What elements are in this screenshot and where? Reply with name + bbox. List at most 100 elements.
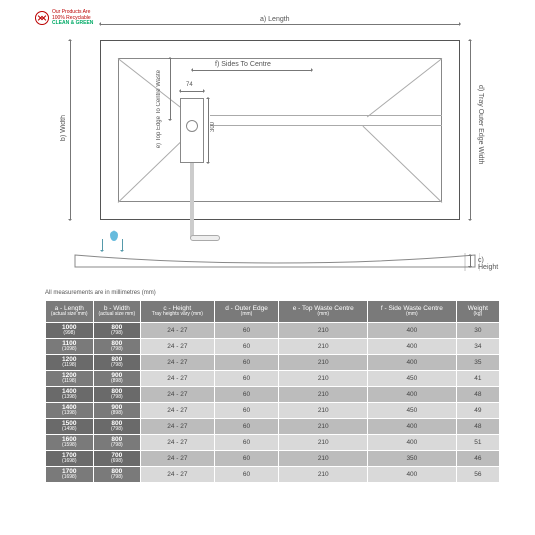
table-cell: 400 bbox=[368, 419, 457, 435]
label-f: f) Sides To Centre bbox=[215, 61, 271, 68]
table-cell: 210 bbox=[279, 387, 368, 403]
table-cell: 800(798) bbox=[93, 339, 141, 355]
dim-300 bbox=[208, 98, 209, 163]
table-row: 1400(1398)900(898)24 - 276021045049 bbox=[46, 403, 500, 419]
table-cell: 700(698) bbox=[93, 451, 141, 467]
badge-text: Our Products Are 100% Recyclable CLEAN &… bbox=[52, 10, 93, 27]
label-b: b) Width bbox=[60, 115, 67, 141]
table-cell: 1200(1198) bbox=[46, 355, 94, 371]
table-cell: 41 bbox=[456, 371, 499, 387]
table-cell: 60 bbox=[214, 403, 279, 419]
table-row: 1600(1598)800(798)24 - 276021040051 bbox=[46, 435, 500, 451]
table-cell: 350 bbox=[368, 451, 457, 467]
table-cell: 400 bbox=[368, 435, 457, 451]
table-cell: 800(798) bbox=[93, 355, 141, 371]
table-cell: 800(798) bbox=[93, 467, 141, 483]
col-header: e - Top Waste Centre(mm) bbox=[279, 301, 368, 323]
table-cell: 210 bbox=[279, 467, 368, 483]
table-cell: 210 bbox=[279, 355, 368, 371]
table-cell: 24 - 27 bbox=[141, 419, 215, 435]
table-cell: 1700(1698) bbox=[46, 467, 94, 483]
table-cell: 210 bbox=[279, 403, 368, 419]
table-row: 1200(1198)900(898)24 - 276021045041 bbox=[46, 371, 500, 387]
table-cell: 60 bbox=[214, 451, 279, 467]
table-cell: 800(798) bbox=[93, 323, 141, 339]
table-cell: 1600(1598) bbox=[46, 435, 94, 451]
dim-c bbox=[470, 255, 471, 267]
table-cell: 24 - 27 bbox=[141, 467, 215, 483]
dim-74 bbox=[180, 91, 204, 92]
label-300: 300 bbox=[210, 122, 216, 132]
table-cell: 46 bbox=[456, 451, 499, 467]
table-cell: 400 bbox=[368, 467, 457, 483]
measurement-note: All measurements are in millimetres (mm) bbox=[45, 290, 156, 296]
table-cell: 60 bbox=[214, 355, 279, 371]
table-cell: 210 bbox=[279, 339, 368, 355]
table-cell: 30 bbox=[456, 323, 499, 339]
table-cell: 24 - 27 bbox=[141, 451, 215, 467]
table-row: 1000(998)800(798)24 - 276021040030 bbox=[46, 323, 500, 339]
table-cell: 400 bbox=[368, 387, 457, 403]
table-cell: 1000(998) bbox=[46, 323, 94, 339]
table-cell: 800(798) bbox=[93, 435, 141, 451]
table-cell: 1400(1398) bbox=[46, 403, 94, 419]
table-cell: 24 - 27 bbox=[141, 323, 215, 339]
water-drop-icon bbox=[110, 231, 118, 241]
table-cell: 24 - 27 bbox=[141, 339, 215, 355]
recyclable-badge: Our Products Are 100% Recyclable CLEAN &… bbox=[35, 10, 93, 27]
col-header: a - Length(actual size mm) bbox=[46, 301, 94, 323]
tray-diagram: a) Length b) Width d) Tray Outer Edge Wi… bbox=[100, 30, 460, 230]
label-74: 74 bbox=[186, 82, 193, 88]
table-row: 1400(1398)800(798)24 - 276021040048 bbox=[46, 387, 500, 403]
table-cell: 800(798) bbox=[93, 419, 141, 435]
table-cell: 24 - 27 bbox=[141, 355, 215, 371]
table-cell: 210 bbox=[279, 435, 368, 451]
table-cell: 51 bbox=[456, 435, 499, 451]
dim-e bbox=[170, 58, 171, 120]
table-row: 1200(1198)800(798)24 - 276021040035 bbox=[46, 355, 500, 371]
col-header: b - Width(actual size mm) bbox=[93, 301, 141, 323]
label-d: d) Tray Outer Edge Width bbox=[477, 85, 484, 164]
profile-view: c) Height bbox=[70, 245, 480, 275]
table-cell: 24 - 27 bbox=[141, 371, 215, 387]
label-c: c) Height bbox=[478, 257, 498, 271]
table-cell: 210 bbox=[279, 451, 368, 467]
table-cell: 48 bbox=[456, 387, 499, 403]
table-cell: 1700(1698) bbox=[46, 451, 94, 467]
waste-circle bbox=[186, 120, 198, 132]
dim-d bbox=[470, 40, 471, 220]
table-cell: 48 bbox=[456, 419, 499, 435]
table-cell: 24 - 27 bbox=[141, 403, 215, 419]
table-cell: 800(798) bbox=[93, 387, 141, 403]
table-cell: 60 bbox=[214, 323, 279, 339]
table-cell: 34 bbox=[456, 339, 499, 355]
table-row: 1100(1098)800(798)24 - 276021040034 bbox=[46, 339, 500, 355]
table-cell: 24 - 27 bbox=[141, 387, 215, 403]
table-cell: 1400(1398) bbox=[46, 387, 94, 403]
dimensions-table: a - Length(actual size mm)b - Width(actu… bbox=[45, 300, 500, 483]
col-header: f - Side Waste Centre(mm) bbox=[368, 301, 457, 323]
table-row: 1700(1698)700(698)24 - 276021035046 bbox=[46, 451, 500, 467]
table-row: 1500(1498)800(798)24 - 276021040048 bbox=[46, 419, 500, 435]
dim-b bbox=[70, 40, 71, 220]
profile-svg bbox=[70, 245, 480, 275]
table-cell: 900(898) bbox=[93, 403, 141, 419]
table-cell: 400 bbox=[368, 339, 457, 355]
pipe-elbow bbox=[190, 235, 220, 241]
dim-f bbox=[192, 70, 312, 71]
inner-box bbox=[118, 58, 442, 202]
table-cell: 24 - 27 bbox=[141, 435, 215, 451]
table-cell: 210 bbox=[279, 371, 368, 387]
table-cell: 56 bbox=[456, 467, 499, 483]
dim-a bbox=[100, 24, 460, 25]
label-e: e) Top Edge To Centre Waste bbox=[156, 70, 162, 148]
table-cell: 60 bbox=[214, 339, 279, 355]
col-header: d - Outer Edge(mm) bbox=[214, 301, 279, 323]
table-cell: 210 bbox=[279, 419, 368, 435]
table-cell: 60 bbox=[214, 419, 279, 435]
table-cell: 1500(1498) bbox=[46, 419, 94, 435]
pipe-v bbox=[190, 163, 194, 238]
table-cell: 400 bbox=[368, 355, 457, 371]
table-cell: 1200(1198) bbox=[46, 371, 94, 387]
col-header: c - HeightTray heights vary (mm) bbox=[141, 301, 215, 323]
